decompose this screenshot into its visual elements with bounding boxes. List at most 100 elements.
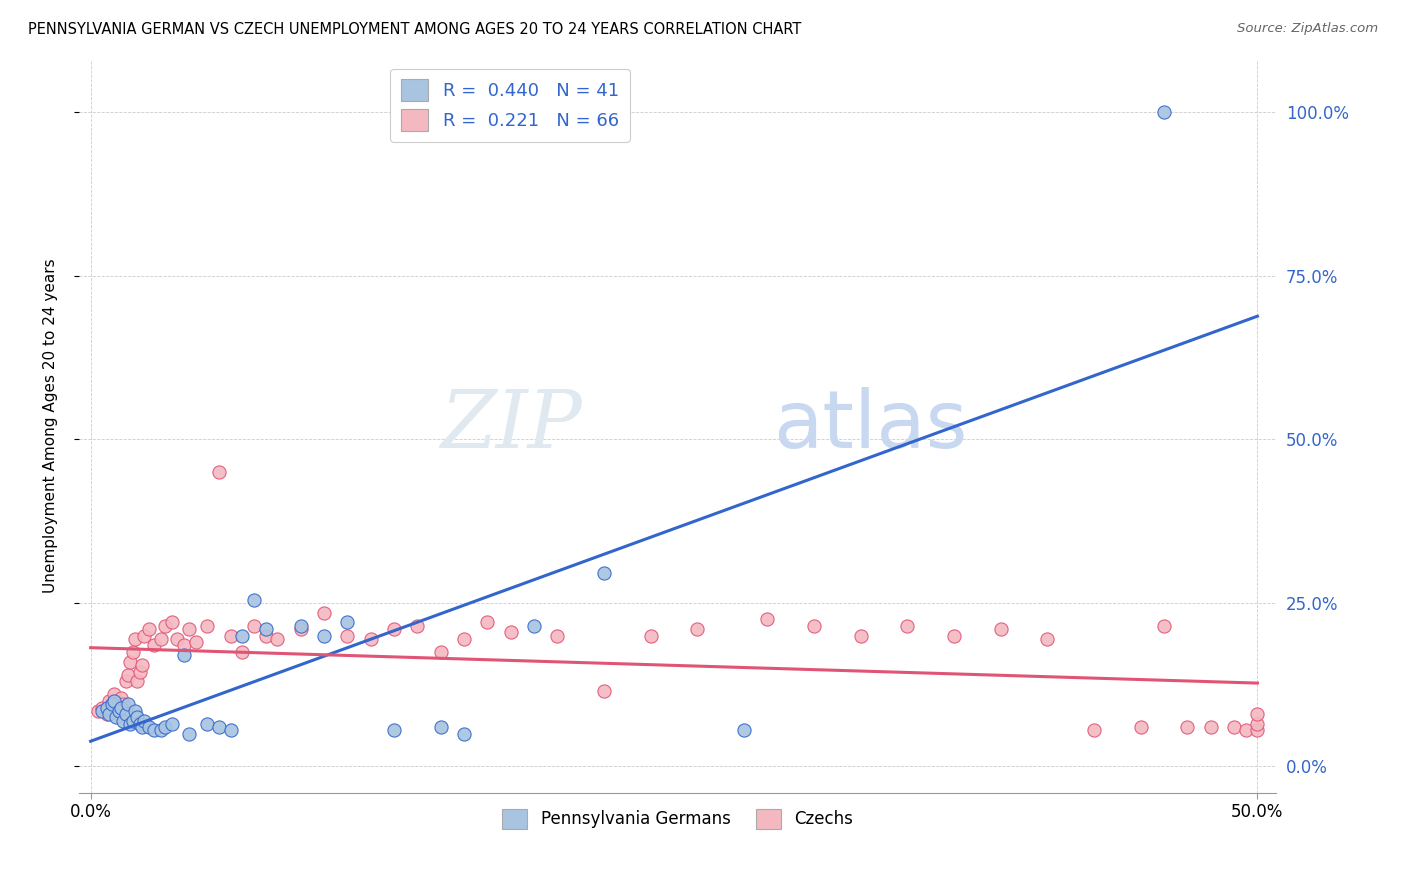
Point bbox=[112, 714, 135, 728]
Point bbox=[733, 723, 755, 738]
Point bbox=[131, 658, 153, 673]
Point bbox=[142, 723, 165, 738]
Point bbox=[219, 723, 242, 738]
Point bbox=[195, 717, 218, 731]
Point bbox=[523, 619, 546, 633]
Point bbox=[91, 704, 114, 718]
Point bbox=[121, 645, 143, 659]
Point bbox=[254, 629, 277, 643]
Point bbox=[134, 629, 156, 643]
Point bbox=[290, 622, 312, 636]
Text: atlas: atlas bbox=[773, 387, 967, 465]
Point bbox=[686, 622, 709, 636]
Point bbox=[124, 704, 146, 718]
Point bbox=[1153, 619, 1175, 633]
Point bbox=[110, 700, 132, 714]
Point bbox=[177, 622, 200, 636]
Point bbox=[1246, 707, 1268, 722]
Point bbox=[149, 632, 172, 646]
Y-axis label: Unemployment Among Ages 20 to 24 years: Unemployment Among Ages 20 to 24 years bbox=[44, 259, 58, 593]
Point bbox=[640, 629, 662, 643]
Point bbox=[117, 698, 139, 712]
Text: Source: ZipAtlas.com: Source: ZipAtlas.com bbox=[1237, 22, 1378, 36]
Point bbox=[112, 698, 135, 712]
Point bbox=[195, 619, 218, 633]
Point bbox=[477, 615, 499, 630]
Point bbox=[128, 717, 150, 731]
Legend: Pennsylvania Germans, Czechs: Pennsylvania Germans, Czechs bbox=[496, 802, 859, 836]
Point bbox=[177, 727, 200, 741]
Point bbox=[149, 723, 172, 738]
Point bbox=[98, 707, 121, 722]
Point bbox=[86, 704, 108, 718]
Point bbox=[166, 632, 188, 646]
Point bbox=[120, 655, 142, 669]
Point bbox=[499, 625, 522, 640]
Point bbox=[114, 674, 136, 689]
Point bbox=[127, 710, 149, 724]
Point bbox=[103, 688, 125, 702]
Point bbox=[124, 632, 146, 646]
Point bbox=[96, 707, 118, 722]
Point bbox=[1223, 720, 1246, 734]
Point bbox=[208, 720, 231, 734]
Point bbox=[155, 619, 177, 633]
Point bbox=[382, 723, 405, 738]
Point bbox=[117, 668, 139, 682]
Point bbox=[103, 694, 125, 708]
Point bbox=[96, 700, 118, 714]
Point bbox=[290, 619, 312, 633]
Point bbox=[105, 698, 128, 712]
Point bbox=[1234, 723, 1257, 738]
Text: PENNSYLVANIA GERMAN VS CZECH UNEMPLOYMENT AMONG AGES 20 TO 24 YEARS CORRELATION : PENNSYLVANIA GERMAN VS CZECH UNEMPLOYMEN… bbox=[28, 22, 801, 37]
Point bbox=[231, 629, 253, 643]
Point bbox=[134, 714, 156, 728]
Point bbox=[231, 645, 253, 659]
Point bbox=[254, 622, 277, 636]
Point bbox=[1199, 720, 1222, 734]
Point bbox=[896, 619, 918, 633]
Point bbox=[990, 622, 1012, 636]
Point bbox=[382, 622, 405, 636]
Point bbox=[162, 717, 184, 731]
Point bbox=[138, 720, 160, 734]
Point bbox=[312, 606, 335, 620]
Point bbox=[1083, 723, 1105, 738]
Point bbox=[429, 720, 451, 734]
Point bbox=[184, 635, 207, 649]
Point bbox=[114, 707, 136, 722]
Point bbox=[593, 566, 616, 581]
Point bbox=[128, 665, 150, 679]
Point bbox=[91, 700, 114, 714]
Point bbox=[266, 632, 288, 646]
Point bbox=[336, 629, 359, 643]
Point bbox=[1177, 720, 1199, 734]
Point bbox=[1246, 717, 1268, 731]
Point bbox=[849, 629, 872, 643]
Point bbox=[98, 694, 121, 708]
Point bbox=[243, 619, 266, 633]
Point bbox=[1246, 723, 1268, 738]
Point bbox=[453, 727, 475, 741]
Point bbox=[155, 720, 177, 734]
Point bbox=[756, 612, 779, 626]
Point bbox=[105, 710, 128, 724]
Point bbox=[243, 592, 266, 607]
Point bbox=[406, 619, 429, 633]
Point bbox=[360, 632, 382, 646]
Point bbox=[120, 717, 142, 731]
Point bbox=[173, 639, 195, 653]
Point bbox=[208, 465, 231, 479]
Point bbox=[546, 629, 568, 643]
Point bbox=[336, 615, 359, 630]
Point bbox=[1153, 105, 1175, 120]
Point bbox=[107, 700, 129, 714]
Point bbox=[121, 714, 143, 728]
Point bbox=[107, 704, 129, 718]
Point bbox=[173, 648, 195, 663]
Point bbox=[162, 615, 184, 630]
Point bbox=[131, 720, 153, 734]
Point bbox=[943, 629, 966, 643]
Point bbox=[100, 698, 122, 712]
Point bbox=[1129, 720, 1152, 734]
